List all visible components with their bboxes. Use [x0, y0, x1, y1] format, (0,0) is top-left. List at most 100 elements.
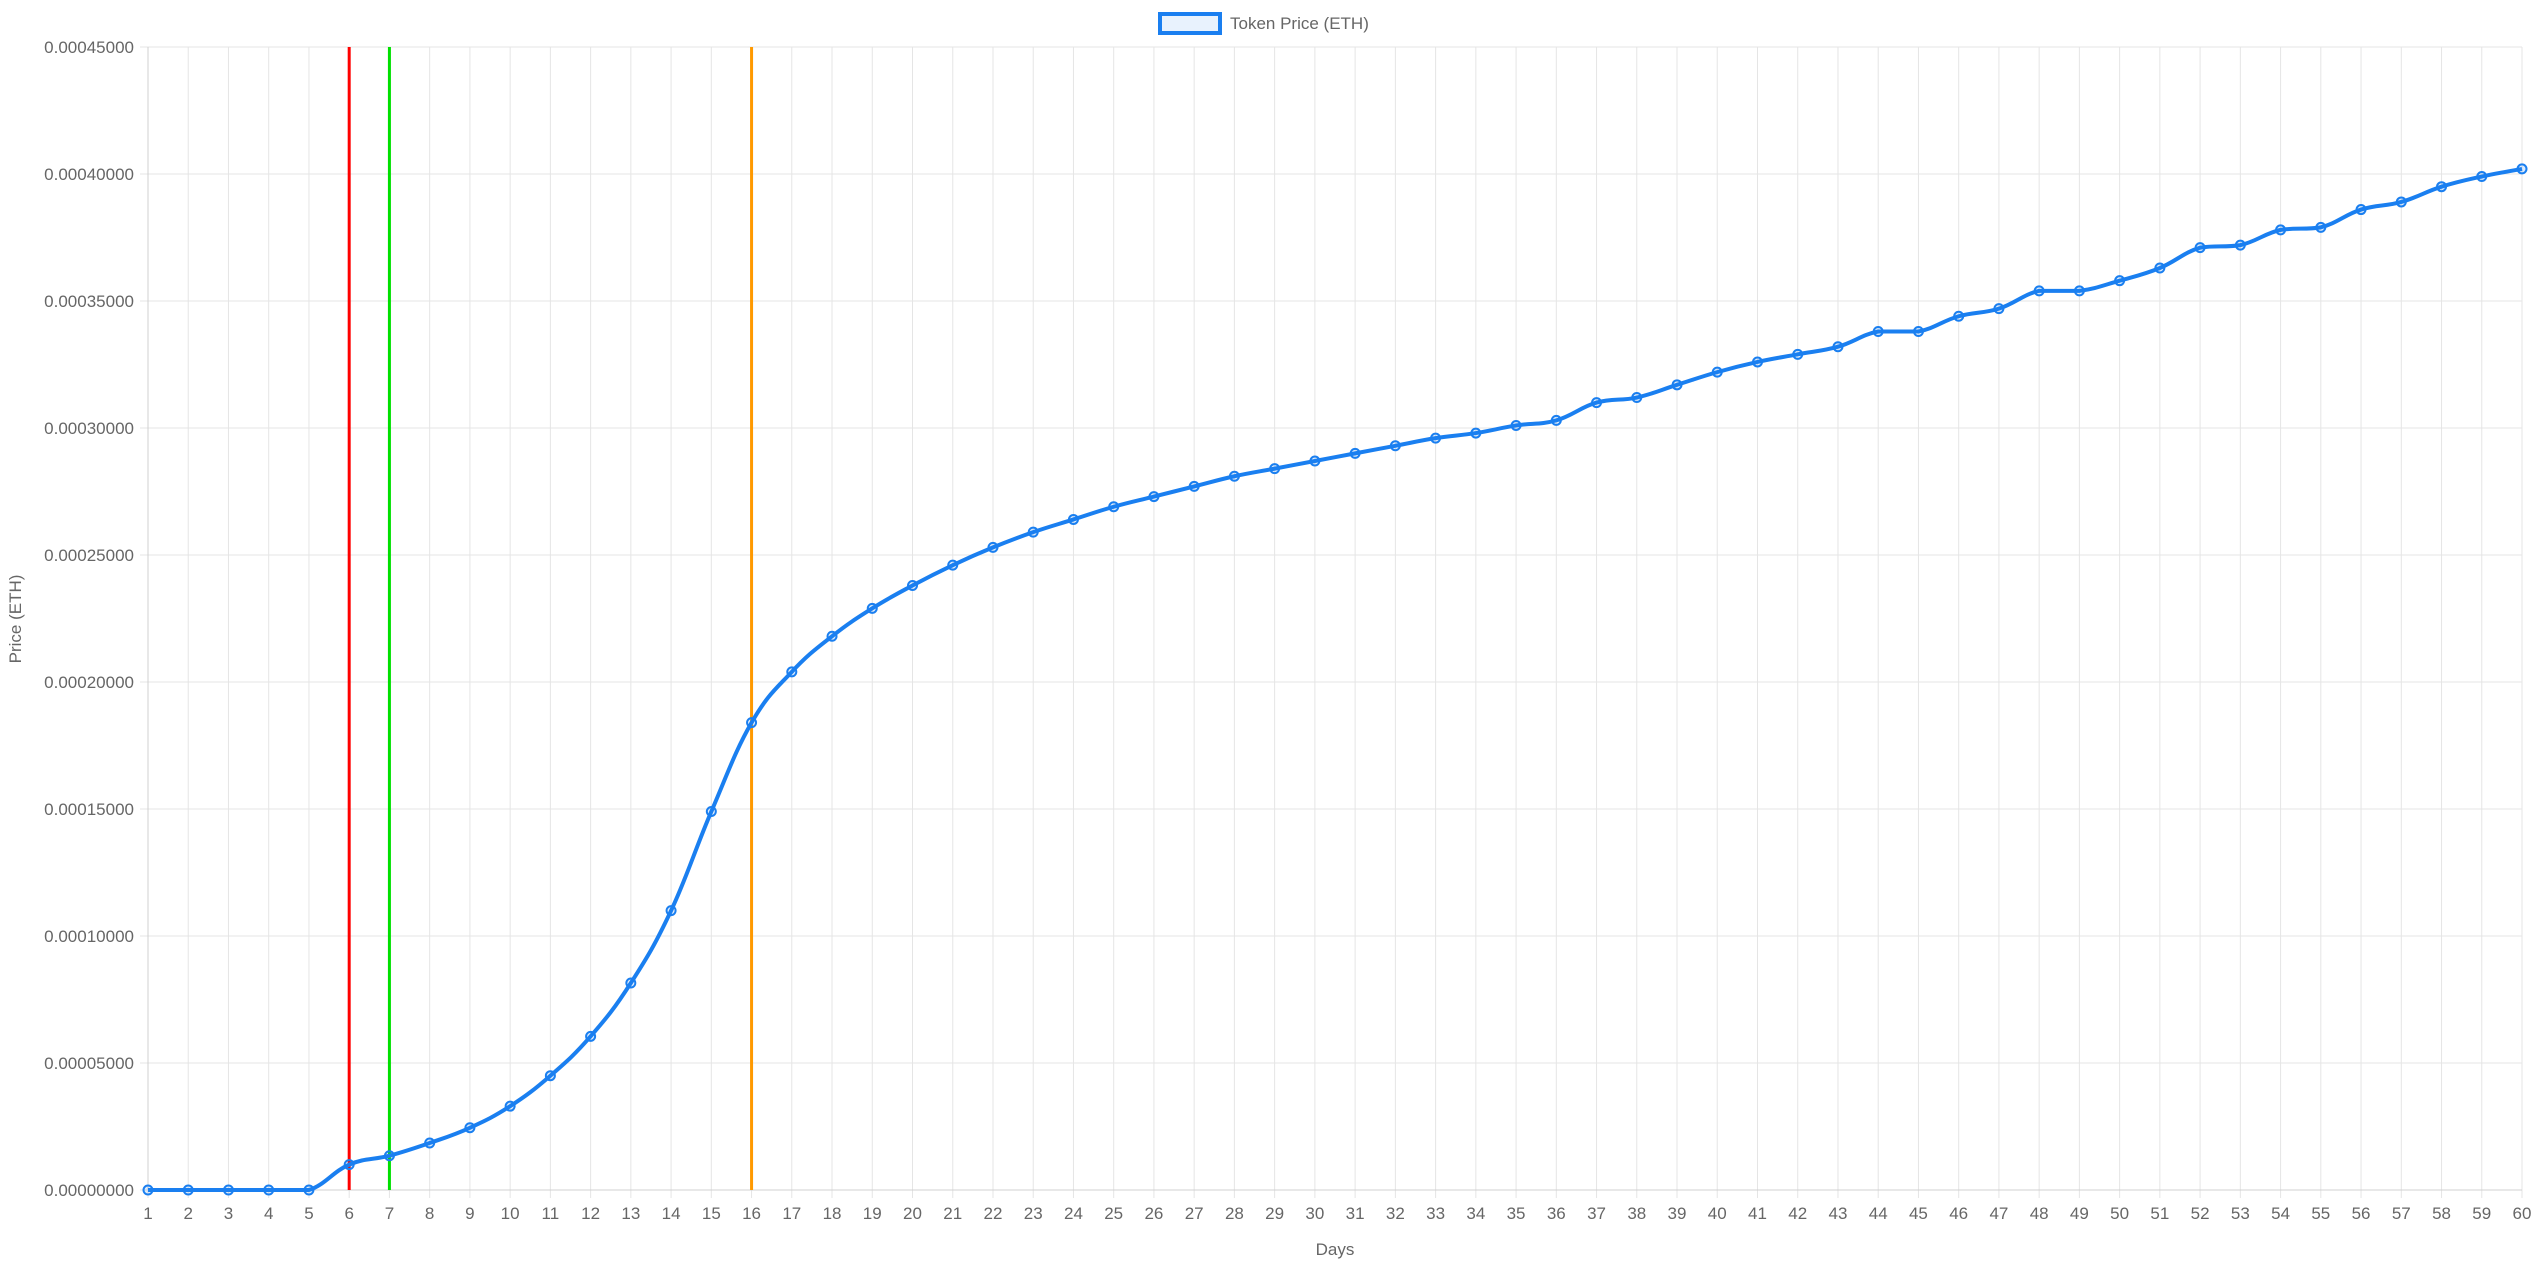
grid	[140, 46, 2523, 1198]
data-point[interactable]	[1067, 513, 1079, 525]
data-point[interactable]	[625, 977, 637, 989]
data-point[interactable]	[665, 905, 677, 917]
x-tick-label: 17	[782, 1204, 801, 1223]
x-tick-label: 38	[1627, 1204, 1646, 1223]
x-tick-label: 23	[1024, 1204, 1043, 1223]
data-point[interactable]	[1389, 440, 1401, 452]
data-point[interactable]	[1591, 397, 1603, 409]
data-point[interactable]	[1269, 463, 1281, 475]
x-tick-label: 51	[2150, 1204, 2169, 1223]
data-point[interactable]	[1349, 447, 1361, 459]
data-point[interactable]	[1751, 356, 1763, 368]
x-tick-label: 8	[425, 1204, 434, 1223]
data-point[interactable]	[1912, 325, 1924, 337]
data-point[interactable]	[2114, 275, 2126, 287]
data-point[interactable]	[1430, 432, 1442, 444]
y-tick-label: 0.00045000	[44, 38, 134, 57]
x-tick-label: 34	[1466, 1204, 1485, 1223]
legend[interactable]: Token Price (ETH)	[1158, 12, 1369, 35]
data-point[interactable]	[866, 602, 878, 614]
data-point[interactable]	[544, 1070, 556, 1082]
data-point[interactable]	[263, 1184, 275, 1196]
data-point[interactable]	[2073, 285, 2085, 297]
x-tick-label: 4	[264, 1204, 273, 1223]
y-tick-label: 0.00035000	[44, 292, 134, 311]
data-point[interactable]	[947, 559, 959, 571]
data-point[interactable]	[2436, 181, 2448, 193]
data-point[interactable]	[1832, 341, 1844, 353]
data-point[interactable]	[987, 541, 999, 553]
x-tick-label: 2	[184, 1204, 193, 1223]
x-tick-label: 42	[1788, 1204, 1807, 1223]
data-point[interactable]	[2395, 196, 2407, 208]
x-tick-label: 6	[344, 1204, 353, 1223]
data-point[interactable]	[2154, 262, 2166, 274]
x-tick-label: 53	[2231, 1204, 2250, 1223]
data-point[interactable]	[303, 1184, 315, 1196]
data-point[interactable]	[222, 1184, 234, 1196]
x-tick-label: 24	[1064, 1204, 1083, 1223]
x-tick-label: 37	[1587, 1204, 1606, 1223]
data-point[interactable]	[746, 717, 758, 729]
y-tick-label: 0.00000000	[44, 1181, 134, 1200]
x-tick-label: 10	[501, 1204, 520, 1223]
data-point[interactable]	[2234, 239, 2246, 251]
data-point[interactable]	[2194, 242, 2206, 254]
data-point[interactable]	[907, 579, 919, 591]
x-tick-label: 33	[1426, 1204, 1445, 1223]
x-tick-label: 28	[1225, 1204, 1244, 1223]
x-tick-label: 36	[1547, 1204, 1566, 1223]
data-point[interactable]	[1027, 526, 1039, 538]
data-point[interactable]	[504, 1100, 516, 1112]
x-tick-label: 12	[581, 1204, 600, 1223]
data-point[interactable]	[383, 1150, 395, 1162]
data-point[interactable]	[464, 1122, 476, 1134]
data-point[interactable]	[1510, 419, 1522, 431]
data-point[interactable]	[2275, 224, 2287, 236]
y-tick-label: 0.00040000	[44, 165, 134, 184]
data-point[interactable]	[1550, 414, 1562, 426]
data-point[interactable]	[1470, 427, 1482, 439]
data-point[interactable]	[2033, 285, 2045, 297]
data-point[interactable]	[1148, 491, 1160, 503]
data-point[interactable]	[585, 1030, 597, 1042]
data-point[interactable]	[1792, 348, 1804, 360]
data-point[interactable]	[2476, 171, 2488, 183]
legend-label[interactable]: Token Price (ETH)	[1230, 14, 1369, 33]
data-point[interactable]	[1228, 470, 1240, 482]
data-point[interactable]	[2315, 221, 2327, 233]
series	[142, 163, 2528, 1196]
data-point[interactable]	[142, 1184, 154, 1196]
data-point[interactable]	[1108, 501, 1120, 513]
data-point[interactable]	[1188, 480, 1200, 492]
data-point[interactable]	[786, 666, 798, 678]
data-point[interactable]	[1711, 366, 1723, 378]
y-tick-label: 0.00015000	[44, 800, 134, 819]
data-point[interactable]	[1953, 310, 1965, 322]
x-axis-title: Days	[1316, 1240, 1355, 1259]
data-point[interactable]	[1631, 392, 1643, 404]
data-point[interactable]	[2516, 163, 2528, 175]
y-tick-label: 0.00005000	[44, 1054, 134, 1073]
x-tick-label: 45	[1909, 1204, 1928, 1223]
data-point[interactable]	[1309, 455, 1321, 467]
legend-swatch[interactable]	[1158, 12, 1222, 35]
x-tick-label: 11	[542, 1204, 560, 1223]
x-tick-label: 39	[1668, 1204, 1687, 1223]
data-point[interactable]	[1872, 325, 1884, 337]
x-tick-label: 32	[1386, 1204, 1405, 1223]
data-point[interactable]	[343, 1159, 355, 1171]
data-point[interactable]	[826, 630, 838, 642]
data-point[interactable]	[424, 1137, 436, 1149]
x-tick-label: 27	[1185, 1204, 1204, 1223]
x-tick-label: 14	[662, 1204, 681, 1223]
x-tick-label: 13	[621, 1204, 640, 1223]
data-point[interactable]	[705, 806, 717, 818]
data-point[interactable]	[1993, 303, 2005, 315]
series-line	[148, 166, 2523, 1192]
data-point[interactable]	[1671, 379, 1683, 391]
data-point[interactable]	[2355, 204, 2367, 216]
data-point[interactable]	[182, 1184, 194, 1196]
